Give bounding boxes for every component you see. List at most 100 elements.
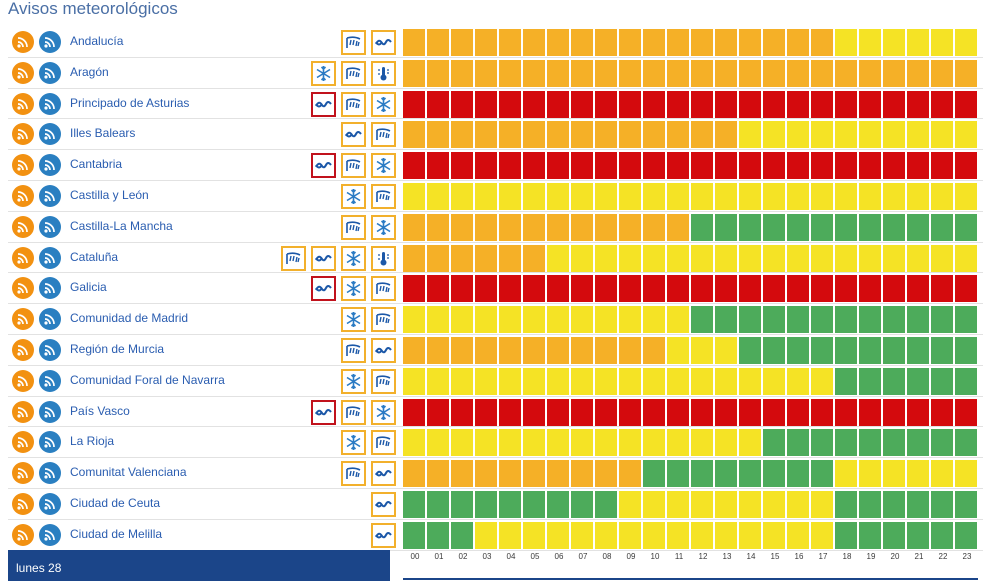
hour-cell-07 [571,152,595,180]
rss-feed-orange-icon[interactable] [12,277,34,300]
region-name-link[interactable]: Andalucía [70,34,124,48]
hour-cell-01 [427,521,451,549]
region-name-link[interactable]: Castilla-La Mancha [70,218,173,233]
region-name-link[interactable]: Aragón [70,64,109,79]
region-name-link[interactable]: Comunidad de Madrid [70,311,189,326]
rain-icon[interactable] [281,245,306,271]
wave-icon[interactable] [311,153,336,179]
region-name-link[interactable]: Cantabria [70,157,123,172]
rain-icon[interactable] [341,30,366,55]
rain-icon[interactable] [371,183,396,209]
region-name-link[interactable]: Galicia [70,280,107,295]
rss-feed-blue-icon[interactable] [39,215,61,238]
wave-icon[interactable] [371,337,396,363]
rain-icon[interactable] [371,368,396,394]
rain-icon[interactable] [371,276,396,302]
region-name-link[interactable]: Principado de Asturias [70,95,190,110]
thermometer-icon[interactable] [371,60,396,86]
wave-icon[interactable] [311,276,336,302]
snow-icon[interactable] [341,183,366,209]
wave-icon[interactable] [311,245,336,271]
rss-feed-blue-icon[interactable] [39,61,61,84]
hour-cell-10 [643,367,667,395]
wave-icon[interactable] [311,399,336,425]
region-name-link[interactable]: Comunitat Valenciana [70,465,187,480]
region-name-link[interactable]: Castilla y León [70,187,149,202]
snow-icon[interactable] [371,153,396,179]
region-name-link[interactable]: Región de Murcia [70,341,165,356]
snow-icon[interactable] [371,214,396,240]
rss-feed-blue-icon[interactable] [39,308,61,331]
wave-icon[interactable] [371,522,396,548]
hour-cell-03 [475,182,499,210]
rss-feed-orange-icon[interactable] [12,308,34,331]
hour-cell-12 [691,182,715,210]
rss-feed-orange-icon[interactable] [12,61,34,84]
region-name-link[interactable]: Ciudad de Ceuta [70,495,161,510]
hour-cell-12 [691,90,715,118]
rss-feed-blue-icon[interactable] [39,338,61,361]
rss-feed-orange-icon[interactable] [12,523,34,546]
rss-feed-orange-icon[interactable] [12,154,34,177]
rain-icon[interactable] [371,430,396,456]
rss-feed-blue-icon[interactable] [39,154,61,177]
rss-feed-orange-icon[interactable] [12,184,34,207]
rss-feed-orange-icon[interactable] [12,31,34,53]
rss-feed-orange-icon[interactable] [12,462,34,485]
wave-icon[interactable] [371,30,396,55]
hour-cell-04 [499,213,523,241]
rss-feed-blue-icon[interactable] [39,523,61,546]
snow-icon[interactable] [341,245,366,271]
hour-cell-01 [427,398,451,426]
rss-feed-blue-icon[interactable] [39,31,61,53]
rss-feed-orange-icon[interactable] [12,123,34,146]
wave-icon[interactable] [371,491,396,517]
rss-feed-blue-icon[interactable] [39,431,61,454]
rss-feed-orange-icon[interactable] [12,338,34,361]
snow-icon[interactable] [341,276,366,302]
region-row-illes-balears: Illes Balears [8,119,983,151]
region-name-link[interactable]: Illes Balears [70,126,136,141]
rss-feed-blue-icon[interactable] [39,92,61,115]
rss-feed-blue-icon[interactable] [39,492,61,515]
region-row-comunidad-de-madrid: Comunidad de Madrid [8,304,983,335]
snow-icon[interactable] [311,60,336,86]
rss-feed-orange-icon[interactable] [12,92,34,115]
rss-feed-orange-icon[interactable] [12,400,34,423]
wave-icon[interactable] [341,122,366,148]
rss-feed-blue-icon[interactable] [39,462,61,485]
thermometer-icon[interactable] [371,245,396,271]
rss-feed-orange-icon[interactable] [12,431,34,454]
rss-feed-orange-icon[interactable] [12,369,34,392]
rss-feed-orange-icon[interactable] [12,246,34,269]
rss-feed-orange-icon[interactable] [12,492,34,515]
rain-icon[interactable] [371,307,396,333]
snow-icon[interactable] [371,91,396,117]
region-name-link[interactable]: Ciudad de Melilla [70,526,163,541]
rain-icon[interactable] [341,214,366,240]
wave-icon[interactable] [311,91,336,117]
wave-icon[interactable] [371,461,396,487]
region-name-link[interactable]: Cataluña [70,249,119,264]
region-name-link[interactable]: País Vasco [70,403,130,418]
rss-feed-blue-icon[interactable] [39,246,61,269]
region-name-link[interactable]: Comunidad Foral de Navarra [70,372,225,387]
snow-icon[interactable] [341,368,366,394]
rss-feed-blue-icon[interactable] [39,123,61,146]
rain-icon[interactable] [341,153,366,179]
rain-icon[interactable] [341,60,366,86]
rss-feed-blue-icon[interactable] [39,369,61,392]
rss-feed-blue-icon[interactable] [39,277,61,300]
snow-icon[interactable] [371,399,396,425]
rss-feed-blue-icon[interactable] [39,184,61,207]
rain-icon[interactable] [341,337,366,363]
rss-feed-orange-icon[interactable] [12,215,34,238]
rain-icon[interactable] [341,461,366,487]
region-name-link[interactable]: La Rioja [70,434,115,449]
rain-icon[interactable] [371,122,396,148]
snow-icon[interactable] [341,307,366,333]
rain-icon[interactable] [341,91,366,117]
rain-icon[interactable] [341,399,366,425]
rss-feed-blue-icon[interactable] [39,400,61,423]
snow-icon[interactable] [341,430,366,456]
